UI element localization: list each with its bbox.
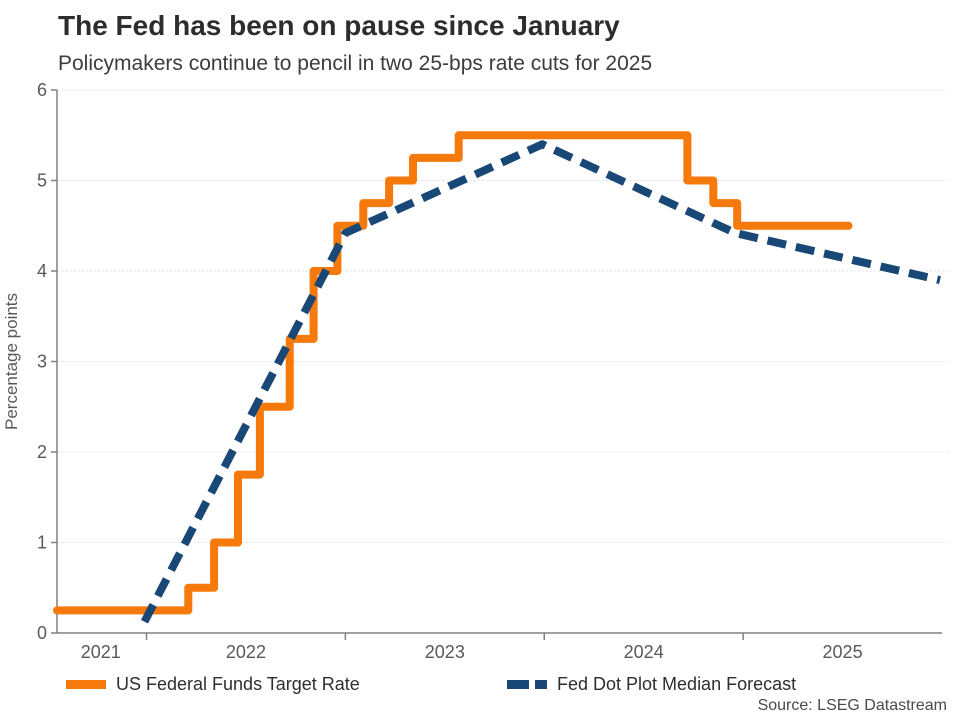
- fed-funds-rate-line: [53, 131, 853, 615]
- x-tick-label: 2025: [823, 642, 863, 662]
- y-tick-label: 5: [37, 171, 47, 191]
- x-tick-label: 2022: [226, 642, 266, 662]
- y-tick-label: 1: [37, 533, 47, 553]
- source-note: Source: LSEG Datastream: [757, 697, 947, 714]
- y-axis-title: Percentage points: [2, 293, 21, 430]
- y-tick-label: 4: [37, 261, 47, 281]
- dot-plot-median-line: [140, 140, 941, 624]
- legend-label-dot-plot: Fed Dot Plot Median Forecast: [557, 673, 797, 694]
- y-tick-label: 2: [37, 442, 47, 462]
- x-tick-label: 2021: [81, 642, 121, 662]
- legend-item-dot-plot: Fed Dot Plot Median Forecast: [507, 673, 796, 695]
- chart-subtitle: Policymakers continue to pencil in two 2…: [58, 52, 653, 75]
- y-tick-label: 0: [37, 623, 47, 643]
- x-tick-label: 2024: [624, 642, 664, 662]
- y-tick-label: 3: [37, 352, 47, 372]
- y-tick-label: 6: [37, 80, 47, 100]
- legend-swatch-fed-funds: [66, 679, 106, 689]
- legend-item-fed-funds: US Federal Funds Target Rate: [66, 673, 360, 695]
- x-tick-label: 2023: [425, 642, 465, 662]
- legend-label-fed-funds: US Federal Funds Target Rate: [116, 673, 360, 694]
- legend-swatch-dot-plot: [507, 679, 547, 689]
- chart-title: The Fed has been on pause since January: [58, 10, 620, 41]
